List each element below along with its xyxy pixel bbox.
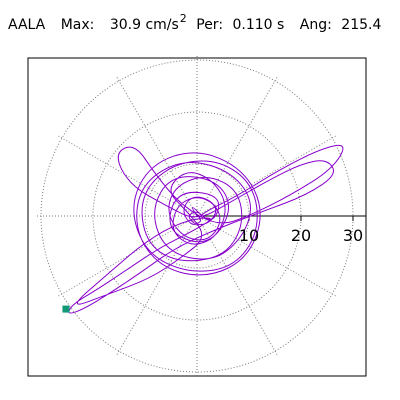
tick-label: 10: [239, 226, 259, 245]
max-exponent: 2: [179, 12, 187, 25]
max-value: 30.9 cm/s: [109, 17, 179, 33]
max-marker-group: [62, 305, 70, 313]
period-label: Per:: [196, 17, 224, 33]
tick-label: 20: [291, 226, 311, 245]
grid-spoke: [116, 76, 198, 217]
motion-trace-line: [68, 144, 344, 314]
max-label: Max:: [60, 17, 95, 33]
angle-value: 215.4: [341, 17, 382, 33]
chart-header: AALA Max: 30.9 cm/s2 Per: 0.110 s Ang: 2…: [8, 12, 382, 36]
radial-axis: [197, 215, 366, 221]
grid-spoke: [116, 215, 198, 356]
motion-trace: [68, 144, 344, 314]
period-value: 0.110 s: [232, 17, 285, 33]
angle-label: Ang:: [299, 17, 332, 33]
station-code: AALA: [8, 17, 46, 33]
max-point-marker: [62, 305, 70, 313]
tick-label: 30: [343, 226, 363, 245]
radial-tick-labels: 10 20 30: [239, 226, 363, 245]
grid-spoke: [196, 135, 337, 217]
